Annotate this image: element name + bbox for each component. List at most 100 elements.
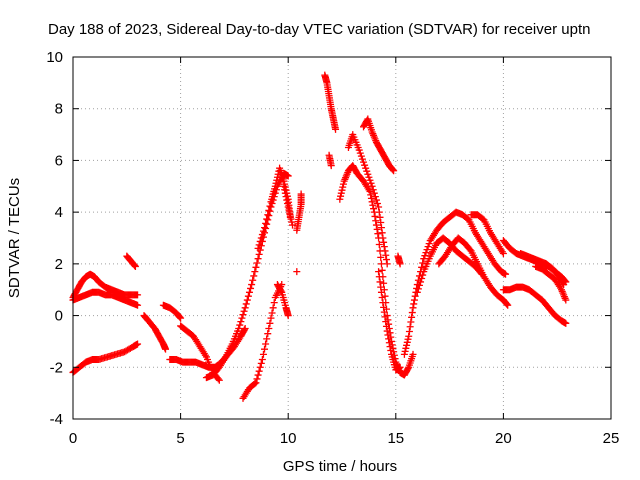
data-point-interp bbox=[410, 300, 418, 308]
data-point-interp bbox=[386, 343, 394, 351]
data-point-interp bbox=[381, 313, 389, 321]
data-point bbox=[265, 325, 273, 332]
data-point-interp bbox=[257, 234, 265, 242]
data-point-interp bbox=[267, 314, 275, 322]
data-point bbox=[383, 327, 391, 335]
x-tick-label: 10 bbox=[280, 430, 297, 447]
series-arc-22 bbox=[394, 252, 404, 268]
data-point-interp bbox=[408, 313, 416, 321]
data-point-interp bbox=[405, 328, 413, 336]
data-point-interp bbox=[339, 180, 347, 188]
series-arc-11 bbox=[273, 281, 292, 320]
data-point bbox=[327, 162, 335, 170]
data-point bbox=[332, 125, 340, 133]
data-point-interp bbox=[368, 198, 376, 206]
data-point-interp bbox=[389, 166, 397, 174]
data-point-interp bbox=[425, 240, 433, 248]
data-point bbox=[284, 172, 292, 180]
data-point-interp bbox=[338, 186, 346, 194]
data-point-interp bbox=[424, 243, 432, 251]
series-arc-5 bbox=[140, 312, 170, 353]
data-point-interp bbox=[375, 273, 383, 281]
data-point-interp bbox=[255, 241, 263, 249]
x-tick-label: 20 bbox=[495, 430, 512, 447]
data-point-interp bbox=[414, 285, 422, 293]
data-point bbox=[258, 356, 266, 364]
data-point bbox=[409, 350, 417, 358]
data-point-interp bbox=[356, 149, 364, 157]
data-point-interp bbox=[255, 367, 263, 375]
data-point-interp bbox=[258, 231, 266, 239]
y-tick-label: -2 bbox=[50, 359, 63, 376]
data-point-interp bbox=[364, 170, 372, 178]
series-arc-29 bbox=[499, 283, 570, 327]
data-point bbox=[254, 244, 262, 252]
data-point bbox=[248, 281, 256, 289]
series-arc-25 bbox=[435, 234, 507, 304]
data-point-interp bbox=[214, 375, 222, 383]
data-point-interp bbox=[270, 299, 278, 307]
data-point-interp bbox=[419, 271, 427, 279]
data-point-interp bbox=[358, 155, 366, 163]
y-tick-label: 6 bbox=[55, 152, 63, 169]
data-point-interp bbox=[268, 309, 276, 317]
data-point-interp bbox=[380, 243, 388, 251]
data-point bbox=[289, 221, 297, 229]
data-point-interp bbox=[411, 292, 419, 300]
data-point-interp bbox=[262, 219, 270, 227]
data-point-interp bbox=[369, 201, 377, 209]
series-arc-27 bbox=[499, 296, 512, 309]
data-point-interp bbox=[288, 218, 296, 226]
data-point-interp bbox=[253, 259, 261, 267]
data-point-interp bbox=[385, 339, 393, 347]
chart-title: Day 188 of 2023, Sidereal Day-to-day VTE… bbox=[48, 21, 590, 38]
series-arc-19 bbox=[344, 131, 391, 268]
series-arc-2 bbox=[69, 288, 142, 309]
data-point-interp bbox=[244, 292, 252, 300]
data-point bbox=[241, 325, 249, 332]
data-point-interp bbox=[376, 213, 384, 221]
data-point bbox=[375, 203, 383, 211]
data-point-interp bbox=[372, 217, 380, 225]
data-point-interp bbox=[367, 179, 375, 187]
data-point bbox=[562, 319, 570, 327]
data-point-interp bbox=[366, 176, 374, 184]
data-point bbox=[355, 146, 363, 154]
data-point-interp bbox=[286, 209, 294, 217]
data-point-interp bbox=[272, 179, 280, 187]
data-point bbox=[131, 262, 139, 270]
data-point bbox=[383, 260, 391, 268]
data-point-interp bbox=[337, 189, 345, 197]
data-point bbox=[396, 363, 404, 371]
y-tick-label: -4 bbox=[50, 411, 63, 428]
data-point-interp bbox=[269, 304, 277, 312]
data-point-interp bbox=[281, 186, 289, 194]
data-point-interp bbox=[377, 224, 385, 232]
data-point-interp bbox=[417, 278, 425, 286]
data-point bbox=[336, 195, 344, 203]
data-point-interp bbox=[380, 279, 388, 287]
data-point-interp bbox=[381, 247, 389, 255]
data-point-interp bbox=[503, 300, 511, 308]
series-arc-10 bbox=[239, 281, 286, 402]
data-point-interp bbox=[375, 208, 383, 216]
data-point-interp bbox=[382, 256, 390, 264]
data-point-interp bbox=[259, 350, 267, 358]
axis-ticks bbox=[72, 56, 612, 420]
data-point-interp bbox=[254, 371, 262, 379]
data-point bbox=[284, 203, 292, 211]
data-point-interp bbox=[404, 365, 412, 373]
data-point-interp bbox=[247, 284, 255, 292]
series-arc-12 bbox=[254, 164, 294, 252]
data-point-interp bbox=[363, 167, 371, 175]
data-point-interp bbox=[415, 281, 423, 289]
data-point bbox=[293, 268, 301, 276]
data-point-interp bbox=[255, 250, 263, 258]
data-point-interp bbox=[251, 380, 259, 388]
data-point-interp bbox=[376, 278, 384, 286]
data-point-interp bbox=[251, 268, 259, 276]
series-arc-16 bbox=[321, 71, 340, 133]
series-arc-26 bbox=[467, 211, 507, 258]
data-point-interp bbox=[408, 309, 416, 317]
y-tick-label: 4 bbox=[55, 204, 63, 221]
